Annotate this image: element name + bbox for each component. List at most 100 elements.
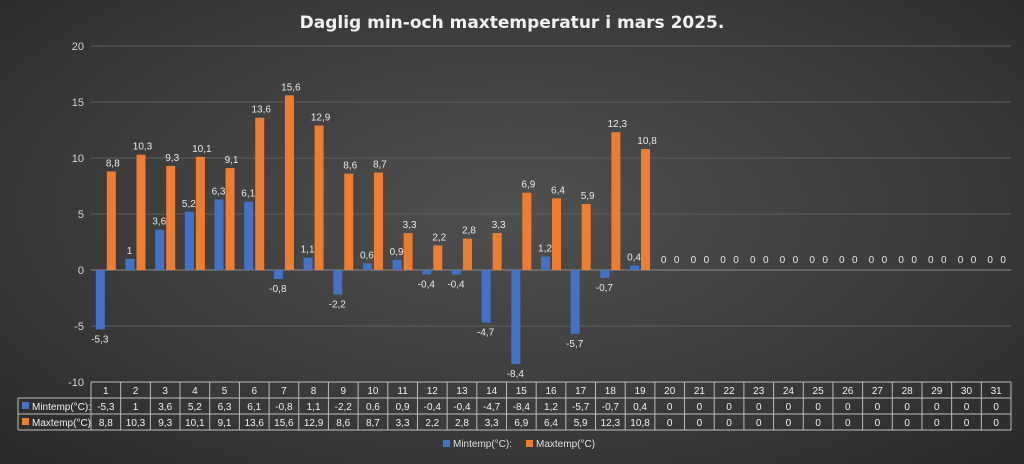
data-label-mintemp: 1,2 [538, 244, 552, 255]
bar-mintemp [214, 199, 224, 270]
table-header-cell: 25 [813, 386, 825, 397]
bar-maxtemp [195, 156, 205, 270]
table-cell: 0 [726, 418, 732, 429]
bar-mintemp [570, 270, 580, 334]
table-header-cell: 10 [367, 386, 379, 397]
bar-mintemp [95, 270, 105, 330]
table-cell: 0,9 [396, 402, 410, 413]
table-cell: 0 [875, 418, 881, 429]
table-cell: 12,9 [304, 418, 324, 429]
data-label-mintemp: 6,1 [241, 189, 255, 200]
bar-mintemp [630, 265, 640, 270]
table-cell: 0 [904, 418, 910, 429]
bar-mintemp [362, 263, 372, 270]
data-label-mintemp: -5,3 [91, 334, 109, 345]
data-label-mintemp: 0 [987, 255, 993, 266]
table-cell: 0 [815, 418, 821, 429]
data-label-maxtemp: 12,3 [608, 119, 628, 130]
table-cell: 6,4 [544, 418, 558, 429]
data-label-maxtemp: 0 [1000, 255, 1006, 266]
table-row-label-maxtemp: Maxtemp(°C) [32, 418, 91, 429]
table-cell: 3,3 [485, 418, 499, 429]
table-series-key [22, 402, 29, 409]
table-cell: 0 [993, 402, 999, 413]
table-cell: -8,4 [513, 402, 531, 413]
table-cell: 0 [993, 418, 999, 429]
bar-mintemp [600, 270, 610, 278]
data-label-maxtemp: 0 [852, 255, 858, 266]
table-cell: 0 [815, 402, 821, 413]
data-label-mintemp: -2,2 [329, 300, 347, 311]
table-cell: 0 [756, 402, 762, 413]
table-cell: 13,6 [244, 418, 264, 429]
table-cell: 2,8 [455, 418, 469, 429]
table-cell: 3,6 [158, 402, 172, 413]
table-header-cell: 30 [961, 386, 973, 397]
data-table: 1 2 3 4 5 6 7 8 9 10 11 12 13 14 15 16 17 18 19 20 21 22 23 24 2… [17, 381, 1012, 431]
table-cell: 0 [964, 418, 970, 429]
table-cell: 6,1 [247, 402, 261, 413]
data-label-mintemp: -0,7 [596, 283, 614, 294]
data-label-maxtemp: 0 [733, 255, 739, 266]
data-label-mintemp: 0 [958, 255, 964, 266]
table-header-cell: 29 [931, 386, 943, 397]
table-cell: 0 [726, 402, 732, 413]
chart-title: Daglig min-och maxtemperatur i mars 2025… [300, 13, 725, 33]
data-label-mintemp: 0,6 [360, 250, 374, 261]
bar-maxtemp [225, 168, 235, 270]
y-tick-label: 10 [72, 153, 84, 165]
table-header-cell: 16 [545, 386, 557, 397]
legend-label-mintemp: Mintemp(°C): [453, 439, 512, 450]
data-label-mintemp: 0 [720, 255, 726, 266]
table-cell: 0 [904, 402, 910, 413]
data-label-maxtemp: 0 [674, 255, 680, 266]
data-label-mintemp: 0 [691, 255, 697, 266]
data-label-maxtemp: 10,1 [192, 144, 212, 155]
bar-maxtemp [611, 132, 621, 270]
data-label-mintemp: 0 [750, 255, 756, 266]
table-row-label-mintemp: Mintemp(°C): [32, 402, 91, 413]
data-label-maxtemp: 3,3 [492, 220, 506, 231]
data-label-mintemp: 0 [898, 255, 904, 266]
table-header-cell: 23 [753, 386, 765, 397]
bar-mintemp [511, 270, 521, 365]
table-cell: 0 [667, 402, 673, 413]
data-label-maxtemp: 13,6 [251, 105, 271, 116]
bar-mintemp [184, 211, 194, 270]
bar-mintemp [422, 270, 432, 275]
data-label-mintemp: 0,4 [627, 253, 641, 264]
y-tick-label: -10 [68, 377, 84, 389]
bar-mintemp [481, 270, 491, 323]
table-header-cell: 20 [664, 386, 676, 397]
table-cell: 1,2 [544, 402, 558, 413]
y-tick-label: 0 [78, 265, 84, 277]
table-cell: -4,7 [483, 402, 501, 413]
bar-mintemp [392, 259, 402, 270]
table-header-cell: 31 [991, 386, 1003, 397]
table-header-cell: 3 [162, 386, 168, 397]
legend: Mintemp(°C): Maxtemp(°C) [443, 439, 595, 450]
table-cell: 0 [786, 402, 792, 413]
table-header-cell: 14 [486, 386, 498, 397]
data-label-maxtemp: 8,7 [373, 160, 387, 171]
table-cell: 5,2 [188, 402, 202, 413]
data-label-mintemp: -0,8 [269, 284, 287, 295]
data-label-mintemp: 1 [127, 246, 133, 257]
bar-maxtemp [581, 203, 591, 270]
bar-maxtemp [314, 125, 324, 271]
data-label-mintemp: -0,4 [447, 279, 465, 290]
table-cell: 10,8 [630, 418, 650, 429]
table-header-cell: 6 [251, 386, 257, 397]
data-label-mintemp: 6,3 [212, 186, 226, 197]
table-header-cell: 21 [694, 386, 706, 397]
table-cell: -5,7 [572, 402, 590, 413]
data-label-maxtemp: 8,8 [106, 158, 120, 169]
table-cell: 0 [667, 418, 673, 429]
table-header-cell: 27 [872, 386, 884, 397]
table-cell: 6,9 [514, 418, 528, 429]
table-header-cell: 9 [340, 386, 346, 397]
bar-mintemp [333, 270, 343, 295]
table-header-cell: 8 [311, 386, 317, 397]
bar-maxtemp [166, 165, 176, 270]
table-header-cell: 7 [281, 386, 287, 397]
